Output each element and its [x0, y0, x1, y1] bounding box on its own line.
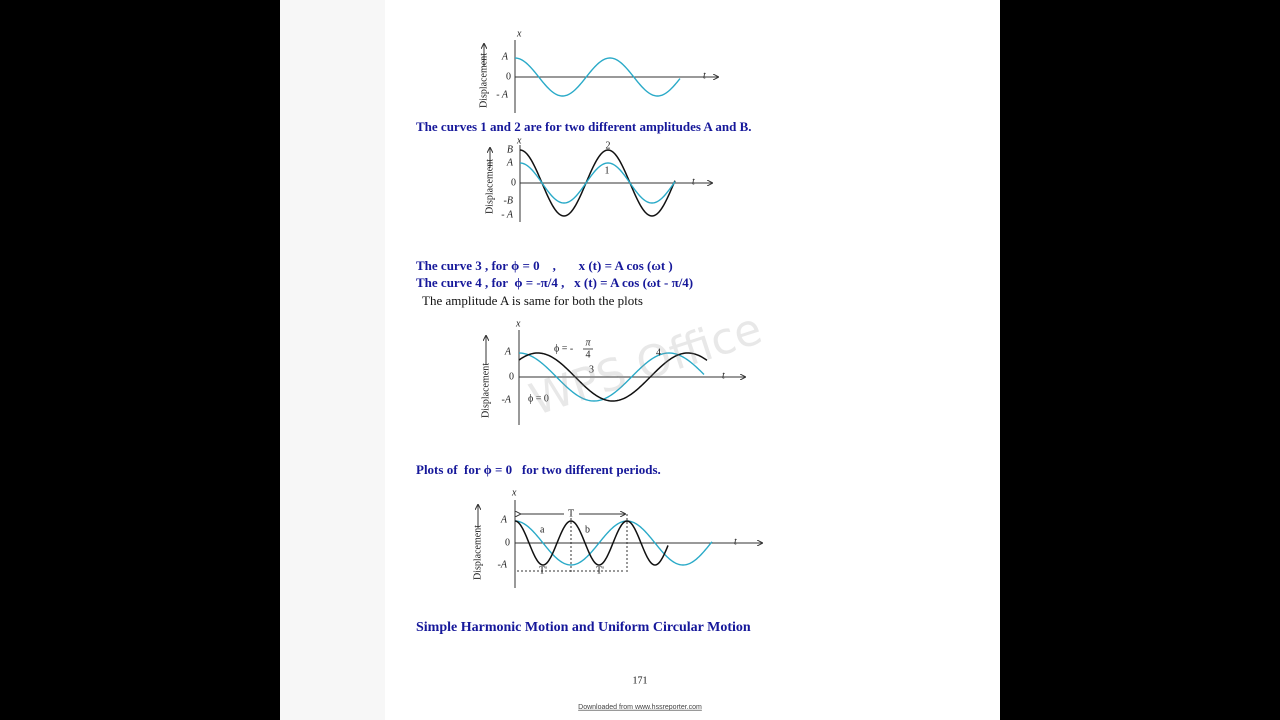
x-label: x	[516, 28, 522, 39]
y-label: Displacement	[484, 159, 495, 214]
annotation: ϕ = 0	[528, 393, 549, 404]
annotation: T'	[539, 565, 547, 576]
y-label: Displacement	[472, 525, 483, 580]
caption: The curve 4 , for ϕ = -π/4 , x (t) = A c…	[416, 275, 693, 290]
tick: A	[500, 514, 508, 525]
tick: -B	[504, 195, 513, 206]
sheet	[280, 0, 1000, 720]
annotation: 3	[589, 364, 594, 375]
curve	[518, 352, 708, 402]
annotation: a	[540, 524, 545, 535]
curve	[514, 520, 669, 566]
x-label: x	[516, 135, 522, 146]
caption: The curve 3 , for ϕ = 0 , x (t) = A cos …	[416, 258, 673, 273]
curve-label: 1	[605, 165, 610, 176]
curve	[519, 162, 676, 204]
t-label: t	[722, 370, 725, 381]
caption: The curves 1 and 2 are for two different…	[416, 119, 752, 134]
tick: - A	[496, 89, 509, 100]
page-number: 171	[633, 675, 648, 686]
tick: 0	[506, 71, 511, 82]
tick: A	[506, 157, 514, 168]
curve-label: 2	[606, 140, 611, 151]
tick: 0	[505, 537, 510, 548]
tick: B	[507, 144, 513, 155]
annotation: T	[568, 508, 574, 519]
tick: -A	[498, 559, 508, 570]
figure-2: x t Displacement B A 0 -B - A 2 1	[484, 135, 712, 222]
t-label: t	[734, 536, 737, 547]
curve	[514, 520, 713, 566]
curve	[518, 352, 705, 402]
annotation: T'	[596, 565, 604, 576]
annotation: ϕ = -	[554, 343, 573, 354]
figure-1: x t Displacement A 0 - A	[478, 28, 718, 113]
t-label: t	[692, 176, 695, 187]
annotation: 4	[586, 349, 591, 360]
x-label: x	[511, 487, 517, 498]
curve	[519, 149, 676, 217]
annotation: b	[585, 524, 590, 535]
y-label: Displacement	[478, 53, 489, 108]
heading: Simple Harmonic Motion and Uniform Circu…	[416, 620, 751, 635]
footer-link[interactable]: Downloaded from www.hssreporter.com	[578, 704, 702, 711]
x-label: x	[515, 318, 521, 329]
annotation: π	[585, 337, 591, 348]
margin	[280, 0, 385, 720]
tick: A	[504, 346, 512, 357]
y-label: Displacement	[480, 363, 491, 418]
tick: A	[501, 51, 509, 62]
t-label: t	[703, 70, 706, 81]
figure-4: x t Displacement A 0 -A T a b T' T'	[472, 487, 762, 588]
tick: - A	[501, 209, 514, 220]
caption: Plots of for ϕ = 0 for two different per…	[416, 462, 661, 477]
annotation: 4	[656, 347, 661, 358]
curve	[514, 57, 681, 97]
tick: 0	[509, 371, 514, 382]
tick: -A	[502, 394, 512, 405]
tick: 0	[511, 177, 516, 188]
note: The amplitude A is same for both the plo…	[422, 293, 643, 308]
